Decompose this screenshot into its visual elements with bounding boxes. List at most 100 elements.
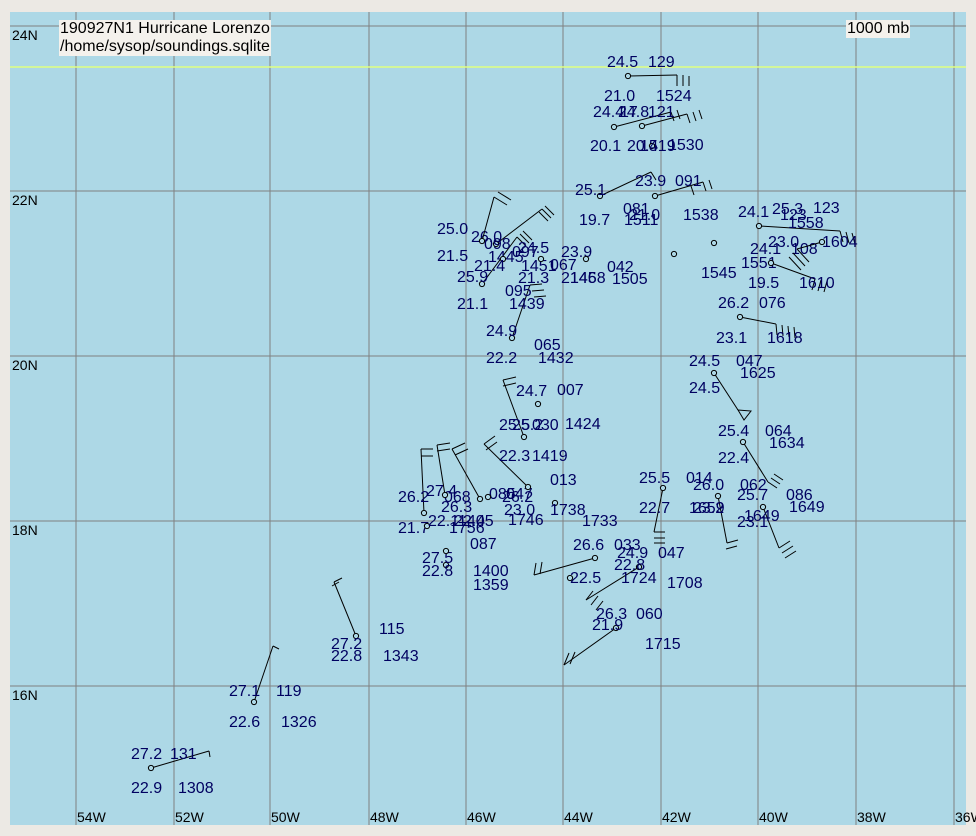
station-marker[interactable]: [624, 72, 632, 80]
station-marker[interactable]: [420, 509, 428, 517]
station-plot[interactable]: 1604: [788, 234, 858, 271]
station-plot[interactable]: 24.9 065 22.2 1432: [486, 283, 574, 367]
station-plots[interactable]: 27.2 131 22.9 1308 27.1 119 22.6 1326 27.2 115 22.…: [131, 54, 858, 797]
station-marker[interactable]: [147, 764, 155, 772]
station-plot[interactable]: 23.9 091 21.0 1538: [629, 173, 719, 224]
station-marker[interactable]: [591, 554, 599, 562]
station-plot[interactable]: 27.2 115 22.8 1343: [331, 577, 419, 665]
station-plot[interactable]: 25.9 095 21.1 1439: [457, 230, 545, 313]
longitude-label: 40W: [759, 809, 789, 825]
station-marker[interactable]: [520, 433, 528, 441]
station-marker[interactable]: [736, 313, 744, 321]
wind-barb-staff: [436, 444, 446, 496]
temperature-value: 1458: [570, 270, 606, 287]
station-marker[interactable]: [478, 237, 486, 245]
station-plot[interactable]: 27.1 119 22.6 1326: [229, 645, 317, 731]
station-marker[interactable]: [499, 255, 507, 263]
station-marker[interactable]: [767, 259, 775, 267]
station-marker[interactable]: [670, 250, 678, 258]
station-marker[interactable]: [755, 222, 763, 230]
station-marker[interactable]: [612, 624, 620, 632]
station-marker[interactable]: [508, 334, 516, 342]
station-plot[interactable]: 26.2: [484, 489, 533, 506]
wind-barb-feather: [692, 111, 697, 122]
station-marker[interactable]: [651, 192, 659, 200]
height-value: 1524: [656, 88, 692, 105]
station-marker[interactable]: [759, 503, 767, 511]
station-plot[interactable]: 25.1 081 19.7 1511: [575, 171, 659, 229]
station-plot[interactable]: 1738: [550, 499, 586, 519]
station-plot[interactable]: 26.3 060 21.9 1715: [563, 606, 681, 666]
map-ocean[interactable]: [10, 12, 966, 825]
wind-barb-feather: [725, 545, 738, 550]
dewpoint-value: 19.5: [748, 275, 779, 292]
station-marker[interactable]: [582, 255, 590, 263]
station-plot[interactable]: 27.2 131 22.9 1308: [131, 746, 214, 797]
station-marker[interactable]: [250, 698, 258, 706]
station-plot[interactable]: 27.5 087 22.8 1400: [422, 536, 509, 580]
station-marker[interactable]: [423, 522, 431, 530]
station-plot[interactable]: 21.7 1756: [398, 520, 485, 555]
station-marker[interactable]: [476, 495, 484, 503]
temperature-value: 25.5: [639, 470, 670, 487]
station-plot[interactable]: 22.3 013 1419: [483, 435, 577, 491]
station-plot[interactable]: 20.4 1530: [627, 137, 704, 155]
station-marker[interactable]: [534, 400, 542, 408]
station-plot[interactable]: 25.5 014 22.7 1649: [639, 470, 780, 544]
station-marker[interactable]: [441, 491, 449, 499]
station-marker[interactable]: [638, 122, 646, 130]
station-plot[interactable]: 21.0 1524 17 121: [604, 88, 703, 130]
station-plot[interactable]: 25.0 21.5: [437, 191, 512, 265]
station-marker[interactable]: [524, 483, 532, 491]
wind-barb-staff: [613, 111, 672, 128]
station-plot[interactable]: 22.5 1708: [566, 570, 703, 592]
station-marker[interactable]: [648, 142, 656, 150]
station-plot[interactable]: 1545: [670, 250, 737, 282]
station-marker[interactable]: [596, 192, 604, 200]
station-plot[interactable]: 24.5 129: [607, 54, 690, 86]
wind-barb-staff: [641, 113, 688, 127]
station-marker[interactable]: [442, 547, 450, 555]
temperature-value: 1359: [473, 577, 509, 594]
station-plot[interactable]: 24.7 007: [516, 382, 584, 408]
station-marker[interactable]: [551, 499, 559, 507]
station-plot[interactable]: 25.4 064 22.4 1634: [718, 423, 805, 489]
station-marker[interactable]: [710, 239, 718, 247]
station-marker[interactable]: [484, 493, 492, 501]
station-marker[interactable]: [352, 632, 360, 640]
station-marker[interactable]: [610, 123, 618, 131]
station-marker[interactable]: [635, 563, 643, 571]
wind-barb-staff: [758, 225, 841, 232]
station-marker[interactable]: [478, 280, 486, 288]
station-marker[interactable]: [492, 240, 500, 248]
station-marker[interactable]: [710, 369, 718, 377]
station-marker[interactable]: [818, 238, 826, 246]
dewpoint-value: 22.8: [422, 563, 453, 580]
station-marker[interactable]: [566, 574, 574, 582]
station-plot[interactable]: 26.2 076 23.1 1618: [716, 295, 803, 347]
station-marker[interactable]: [659, 484, 667, 492]
station-plot[interactable]: 24.5 047 24.5 1625: [689, 353, 776, 421]
station-plot[interactable]: 26.6 033 1733: [533, 513, 641, 576]
station-marker[interactable]: [537, 255, 545, 263]
station-marker[interactable]: [739, 438, 747, 446]
station-marker[interactable]: [714, 492, 722, 500]
station-marker[interactable]: [442, 561, 450, 569]
station-plot[interactable]: 24.424.8 20.1 1519: [590, 104, 681, 155]
